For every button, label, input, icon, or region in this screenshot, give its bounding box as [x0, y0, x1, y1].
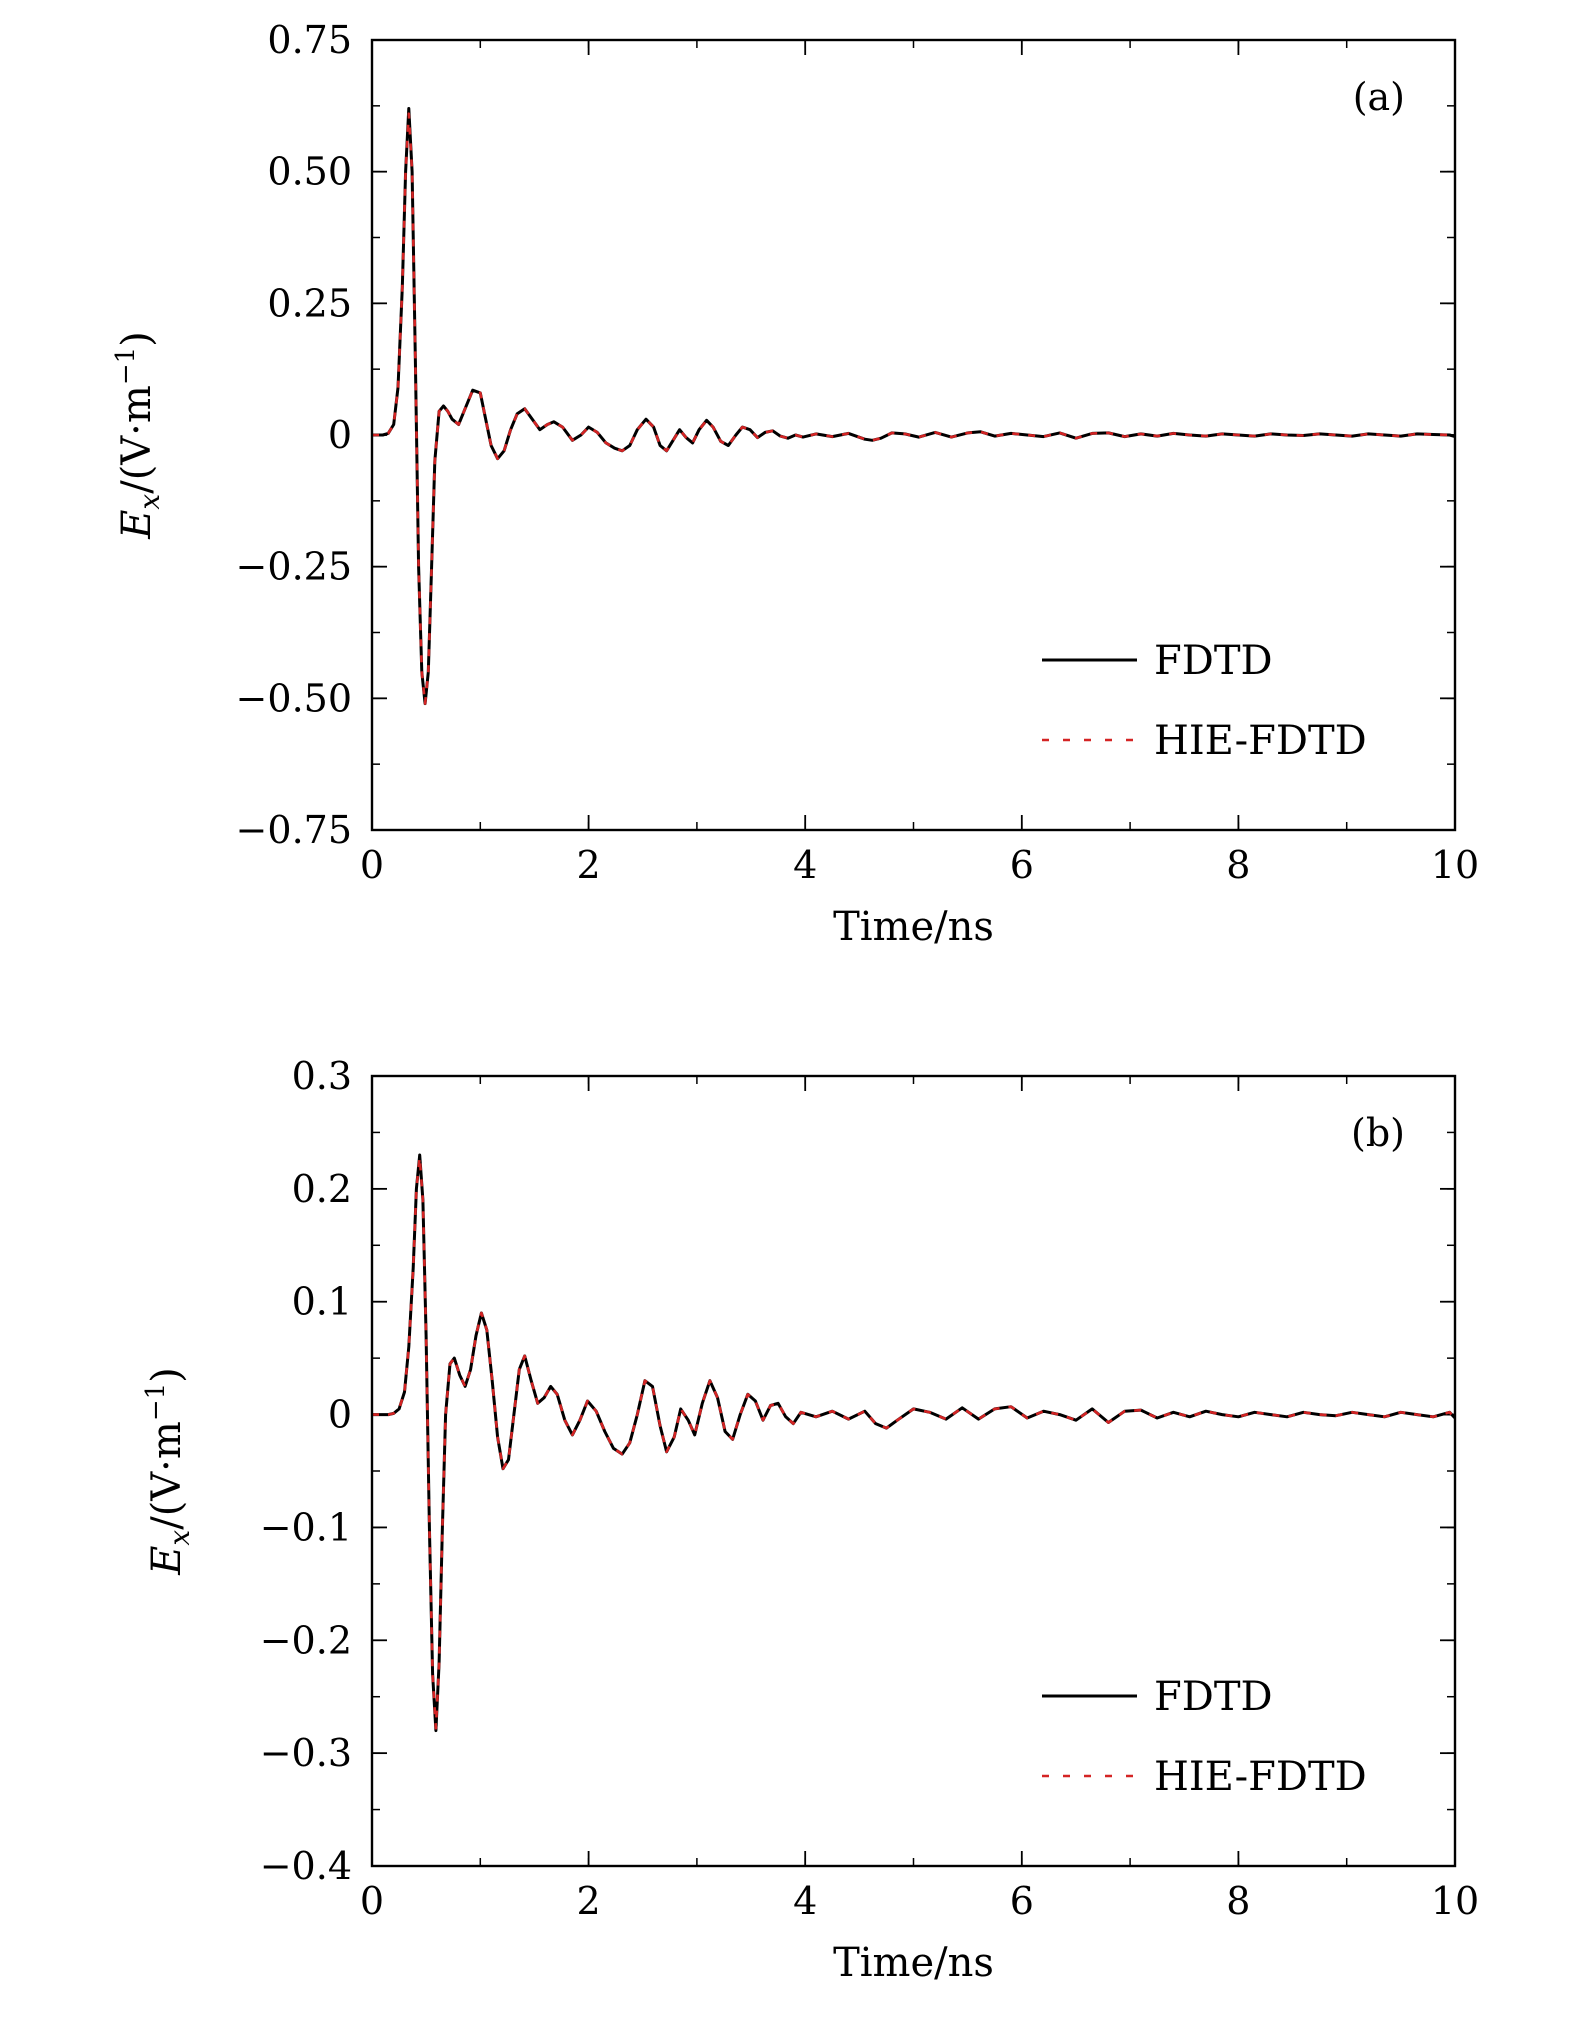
y-tick-label: −0.50: [236, 676, 352, 720]
y-tick-label: 0.75: [267, 18, 352, 62]
y-axis-title: Ex/(V·m−1): [141, 1367, 196, 1576]
y-tick-label: 0: [328, 413, 352, 457]
chart-panel-b: 0 2 4 6 8 10 −0.4 −0.3 −0.2 −0.1 0 0.1 0.2 0.3 Time/ns…: [141, 1054, 1479, 1986]
y-tick-label: 0.50: [267, 150, 352, 194]
x-tick-label: 4: [793, 1879, 817, 1923]
x-tick-label: 6: [1010, 1879, 1034, 1923]
panel-label: (b): [1351, 1111, 1405, 1155]
y-tick-label: −0.3: [260, 1731, 352, 1775]
plot-frame: [370, 38, 1457, 832]
y-axis-subscript: x: [133, 494, 166, 510]
series-line-fdtd: [372, 1153, 1457, 1733]
legend-label-hie-fdtd: HIE-FDTD: [1154, 718, 1367, 764]
chart-panel-a: 0 2 4 6 8 10 −0.75 −0.50 −0.25 0 0.25 0.50 0.75 Time/…: [111, 18, 1479, 950]
x-tick-label: 2: [577, 843, 601, 887]
x-axis-title: Time/ns: [833, 1940, 994, 1986]
x-tick-label: 8: [1226, 1879, 1250, 1923]
series-line-hie-fdtd: [372, 1156, 1456, 1730]
legend-label-fdtd: FDTD: [1154, 1674, 1273, 1720]
x-axis-title: Time/ns: [833, 904, 994, 950]
y-tick-label: −0.2: [260, 1618, 352, 1662]
y-axis-superscript: −1: [111, 347, 141, 385]
y-axis-subscript: x: [163, 1530, 196, 1546]
x-tick-label: 0: [360, 1879, 384, 1923]
y-axis-unit-open: /(V·m: [144, 1421, 190, 1530]
y-tick-label: 0.1: [292, 1280, 352, 1324]
x-tick-label: 8: [1226, 843, 1250, 887]
x-tick-label: 10: [1431, 843, 1479, 887]
y-axis-unit-open: /(V·m: [114, 385, 160, 494]
y-axis-unit-close: ): [114, 331, 160, 347]
y-axis-title: Ex/(V·m−1): [111, 331, 166, 540]
x-tick-label: 10: [1431, 1879, 1479, 1923]
panel-label: (a): [1353, 75, 1405, 119]
legend-label-fdtd: FDTD: [1154, 638, 1273, 684]
series-line-fdtd: [372, 107, 1456, 706]
plot-frame: [370, 1074, 1457, 1868]
y-tick-label: 0.25: [267, 281, 352, 325]
y-tick-label: 0: [328, 1393, 352, 1437]
y-tick-label: −0.1: [260, 1505, 352, 1549]
y-tick-label: −0.4: [260, 1844, 352, 1888]
y-tick-label: 0.3: [292, 1054, 352, 1098]
y-axis-symbol: E: [144, 1546, 190, 1576]
y-axis-unit-close: ): [144, 1367, 190, 1383]
series-line-hie-fdtd: [372, 112, 1456, 705]
y-tick-label: −0.75: [236, 808, 352, 852]
y-tick-label: −0.25: [236, 545, 352, 589]
x-tick-label: 2: [577, 1879, 601, 1923]
y-axis-superscript: −1: [141, 1383, 171, 1421]
y-axis-symbol: E: [114, 510, 160, 540]
x-tick-label: 6: [1010, 843, 1034, 887]
x-tick-label: 4: [793, 843, 817, 887]
y-tick-label: 0.2: [292, 1167, 352, 1211]
legend-label-hie-fdtd: HIE-FDTD: [1154, 1754, 1367, 1800]
x-tick-label: 0: [360, 843, 384, 887]
